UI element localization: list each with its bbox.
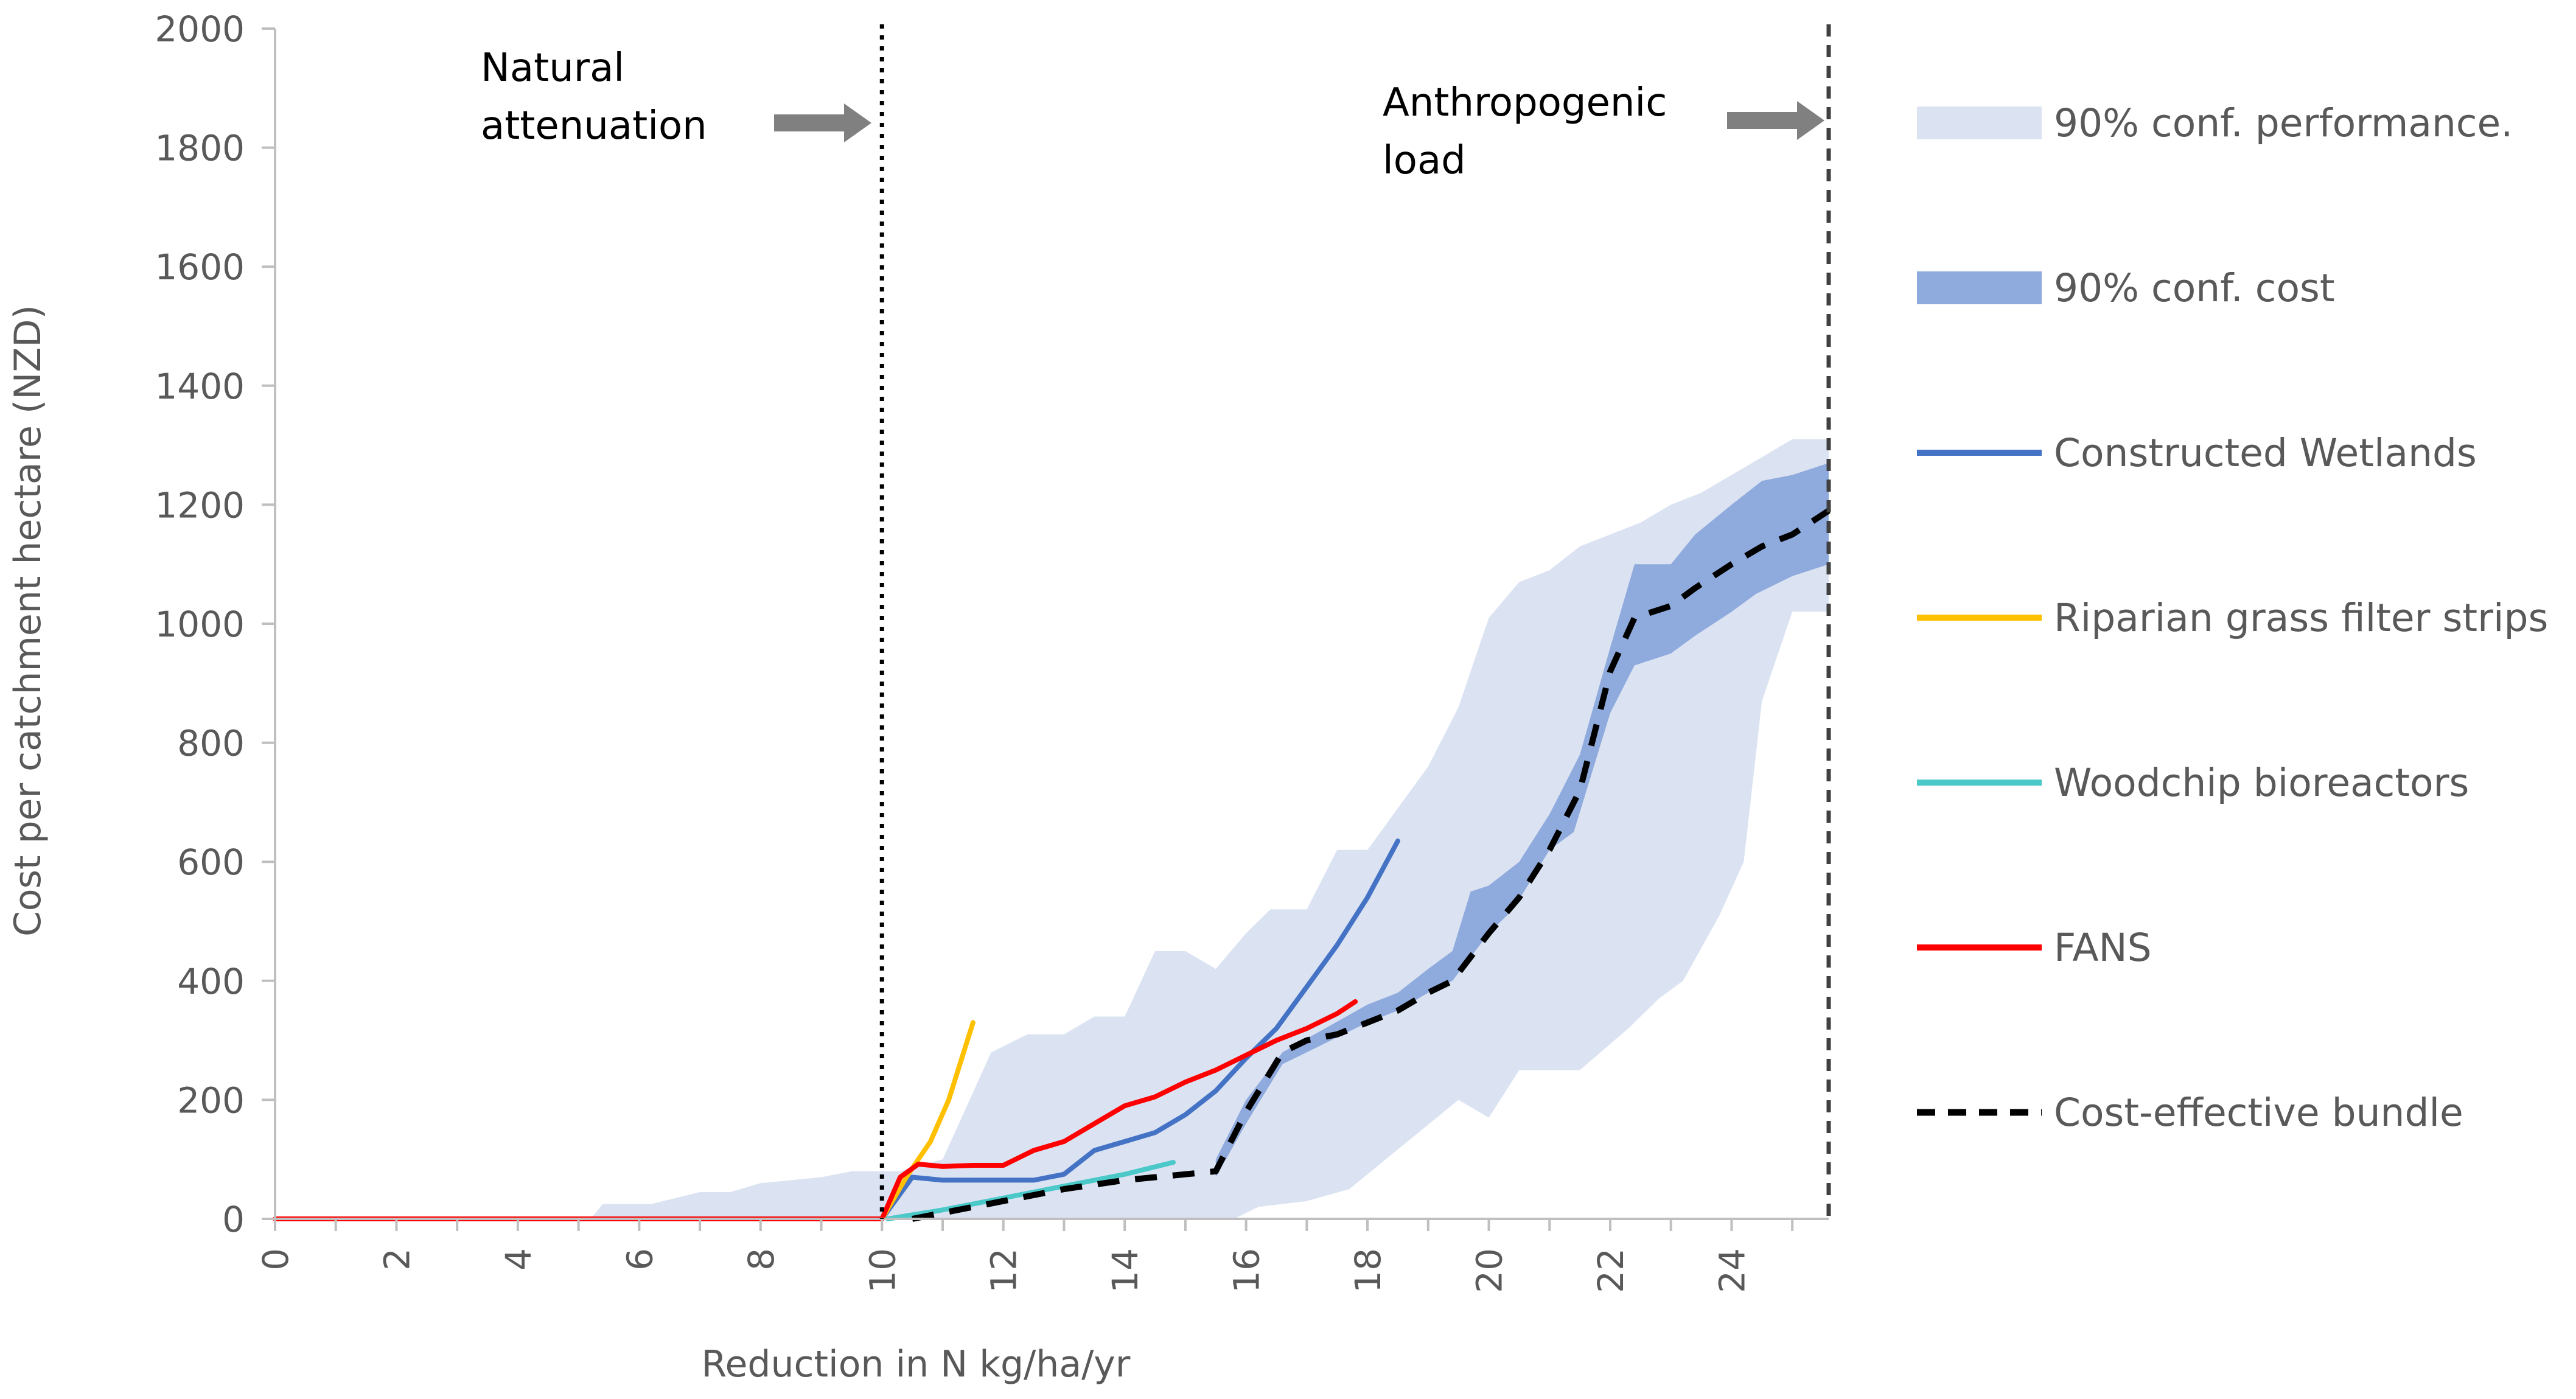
x-tick-label: 0 <box>255 1248 296 1271</box>
x-tick-label: 14 <box>1105 1248 1146 1293</box>
performance-band <box>275 439 1829 1219</box>
legend-label-fans: FANS <box>2054 926 2152 970</box>
y-axis-label: Cost per catchment hectare (NZD) <box>7 305 49 937</box>
legend-swatch-90-conf-cost <box>1917 271 2042 304</box>
annotations: Natural attenuation Anthropogenic load <box>481 24 1831 1219</box>
y-tick-label: 1800 <box>155 128 245 169</box>
x-tick-label: 20 <box>1469 1248 1510 1293</box>
confidence-bands <box>275 439 1829 1219</box>
legend: 90% conf. performance. 90% conf. cost Cons… <box>1917 101 2548 1135</box>
natural-attenuation-arrow-icon <box>774 103 871 142</box>
x-tick-label: 18 <box>1347 1248 1389 1293</box>
natural-attenuation-label-line: attenuation <box>481 103 707 148</box>
legend-swatch-90-conf-performance <box>1917 106 2042 139</box>
x-tick-label: 12 <box>983 1248 1025 1293</box>
y-tick-label: 1400 <box>155 366 245 407</box>
x-tick-label: 10 <box>862 1248 903 1293</box>
y-tick-label: 0 <box>222 1199 245 1240</box>
legend-label-cost-effective-bundle: Cost-effective bundle <box>2054 1090 2463 1135</box>
series-cost-effective-bundle <box>912 508 1831 1222</box>
y-tick-label: 1000 <box>155 604 245 645</box>
series-riparian-grass-filter-strips <box>879 1020 976 1221</box>
y-tick-label: 600 <box>177 842 245 883</box>
x-axis-label: Reduction in N kg/ha/yr <box>702 1343 1131 1386</box>
anthropogenic-load-arrow-icon <box>1727 101 1824 140</box>
anthropogenic-load-label: Anthropogenic load <box>1383 80 1667 183</box>
natural-attenuation-label: Natural attenuation <box>481 46 707 148</box>
series-fans <box>273 999 1358 1221</box>
x-tick-label: 2 <box>376 1248 417 1271</box>
legend-label-90-conf-performance: 90% conf. performance. <box>2054 101 2513 145</box>
natural-attenuation-label-line: Natural <box>481 46 624 91</box>
anthropogenic-load-label-line: load <box>1383 138 1466 183</box>
series-lines <box>273 508 1831 1222</box>
legend-label-riparian-grass-filter-strips: Riparian grass filter strips <box>2054 596 2548 640</box>
y-tick-label: 400 <box>177 961 245 1002</box>
anthropogenic-load-label-line: Anthropogenic <box>1383 80 1667 125</box>
x-tick-label: 6 <box>619 1248 660 1271</box>
cost-band <box>1215 462 1829 1177</box>
legend-label-90-conf-cost: 90% conf. cost <box>2054 266 2335 310</box>
x-tick-label: 24 <box>1711 1248 1753 1293</box>
legend-label-constructed-wetlands: Constructed Wetlands <box>2054 431 2477 475</box>
x-tick-label: 4 <box>498 1248 539 1271</box>
series-constructed-wetlands <box>879 839 1400 1221</box>
x-tick-label: 8 <box>741 1248 782 1271</box>
y-tick-label: 1600 <box>155 246 245 288</box>
y-tick-label: 200 <box>177 1080 245 1121</box>
y-tick-label: 800 <box>177 723 245 764</box>
legend-label-woodchip-bioreactors: Woodchip bioreactors <box>2054 761 2469 805</box>
x-tick-label: 22 <box>1590 1248 1632 1293</box>
y-tick-label: 2000 <box>155 9 245 50</box>
x-tick-label: 16 <box>1226 1248 1268 1293</box>
y-tick-label: 1200 <box>155 484 245 526</box>
